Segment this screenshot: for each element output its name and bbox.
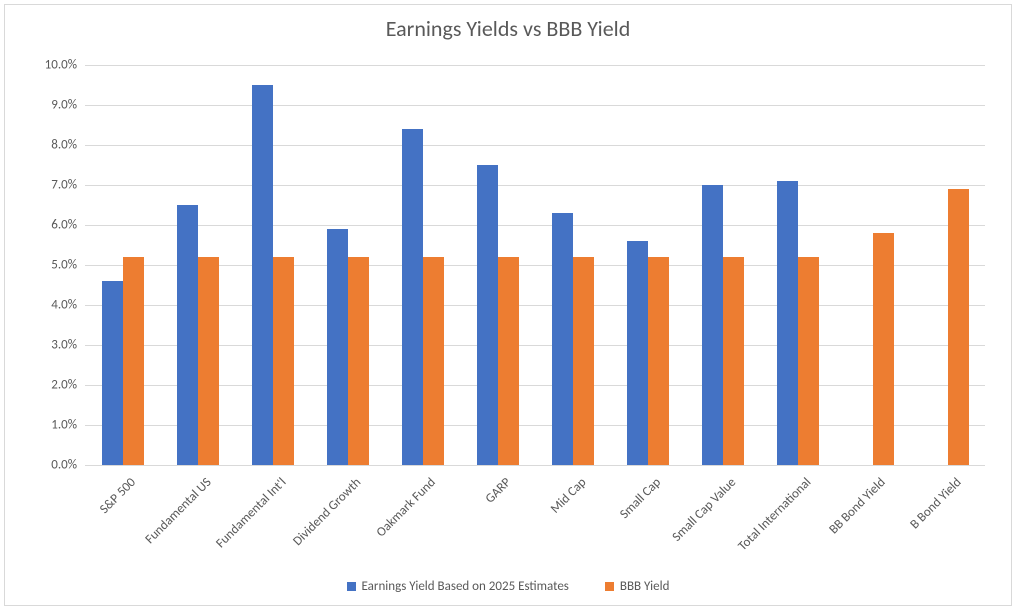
gridline — [85, 145, 985, 146]
bar — [498, 257, 519, 465]
bar — [477, 165, 498, 465]
gridline — [85, 185, 985, 186]
bar — [627, 241, 648, 465]
gridline — [85, 65, 985, 66]
y-tick-label: 10.0% — [45, 58, 77, 73]
legend-swatch — [347, 582, 356, 591]
gridline — [85, 425, 985, 426]
y-tick-label: 3.0% — [51, 338, 77, 353]
legend-item: Earnings Yield Based on 2025 Estimates — [347, 579, 569, 594]
bar — [123, 257, 144, 465]
gridline — [85, 105, 985, 106]
bar — [177, 205, 198, 465]
gridline — [85, 305, 985, 306]
x-tick-label: GARP — [483, 475, 514, 506]
chart-title: Earnings Yields vs BBB Yield — [5, 15, 1011, 42]
x-tick-label: Small Cap Value — [669, 475, 739, 545]
bar — [702, 185, 723, 465]
x-tick-label: BB Bond Yield — [827, 475, 889, 537]
bar — [102, 281, 123, 465]
x-tick-label: Fundamental Int'l — [213, 475, 289, 551]
y-tick-label: 2.0% — [51, 378, 77, 393]
x-axis-labels: S&P 500Fundamental USFundamental Int'lDi… — [85, 467, 985, 587]
chart-frame: Earnings Yields vs BBB Yield 0.0%1.0%2.0… — [4, 4, 1012, 606]
x-tick-label: S&P 500 — [97, 475, 139, 517]
bar — [252, 85, 273, 465]
gridline — [85, 265, 985, 266]
x-tick-label: Small Cap — [617, 475, 664, 522]
bar — [423, 257, 444, 465]
legend: Earnings Yield Based on 2025 Estimates BB… — [5, 579, 1011, 595]
bar — [198, 257, 219, 465]
legend-label: BBB Yield — [620, 579, 670, 594]
bar — [798, 257, 819, 465]
x-tick-label: B Bond Yield — [907, 475, 964, 532]
y-tick-label: 1.0% — [51, 418, 77, 433]
gridline — [85, 465, 985, 466]
gridline — [85, 225, 985, 226]
y-tick-label: 5.0% — [51, 258, 77, 273]
x-tick-label: Fundamental US — [142, 475, 214, 547]
bar — [648, 257, 669, 465]
legend-label: Earnings Yield Based on 2025 Estimates — [362, 579, 569, 594]
bar — [552, 213, 573, 465]
x-tick-label: Oakmark Fund — [374, 475, 439, 540]
bar — [873, 233, 894, 465]
plot-area: 0.0%1.0%2.0%3.0%4.0%5.0%6.0%7.0%8.0%9.0%… — [85, 65, 985, 465]
bar — [273, 257, 294, 465]
bar — [723, 257, 744, 465]
x-tick-label: Total International — [735, 475, 814, 554]
gridline — [85, 345, 985, 346]
bar — [327, 229, 348, 465]
legend-item: BBB Yield — [605, 579, 670, 594]
y-tick-label: 8.0% — [51, 138, 77, 153]
y-tick-label: 6.0% — [51, 218, 77, 233]
bar — [777, 181, 798, 465]
y-tick-label: 7.0% — [51, 178, 77, 193]
y-tick-label: 4.0% — [51, 298, 77, 313]
bar — [948, 189, 969, 465]
y-tick-label: 9.0% — [51, 98, 77, 113]
gridline — [85, 385, 985, 386]
x-tick-label: Mid Cap — [547, 475, 589, 517]
legend-swatch — [605, 582, 614, 591]
bar — [348, 257, 369, 465]
bar — [573, 257, 594, 465]
y-tick-label: 0.0% — [51, 458, 77, 473]
bar — [402, 129, 423, 465]
x-tick-label: Dividend Growth — [290, 475, 364, 549]
